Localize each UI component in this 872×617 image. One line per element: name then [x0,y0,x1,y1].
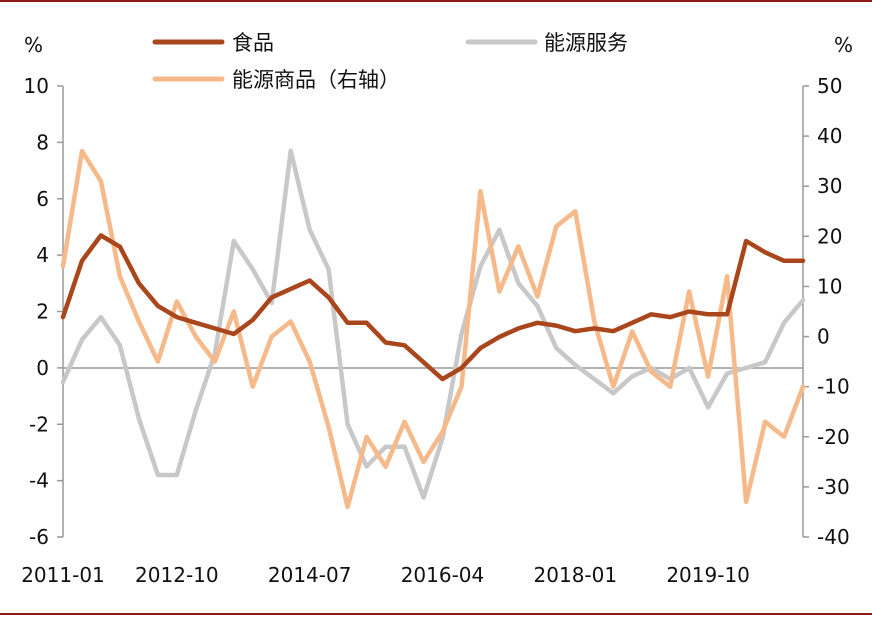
x-tick-label: 2018-01 [534,563,618,587]
legend-label-food: 食品 [232,31,274,55]
left-y-tick-label: -6 [29,525,49,549]
right-y-tick-label: 20 [817,224,842,248]
right-y-tick-label: -30 [817,475,850,499]
right-y-tick-label: -20 [817,425,850,449]
right-y-tick-label: 0 [817,325,830,349]
right-y-tick-label: -10 [817,375,850,399]
left-y-tick-label: -4 [29,469,49,493]
left-y-tick-label: 10 [24,74,49,98]
right-y-tick-label: -40 [817,525,850,549]
right-y-ticks: 50 40 30 20 10 0 -10 -20 -30 -40 [803,74,850,549]
x-tick-label: 2016-04 [401,563,485,587]
left-y-tick-label: 4 [36,243,49,267]
left-y-tick-label: 8 [36,130,49,154]
left-y-tick-label: 0 [36,356,49,380]
energy-services-line [60,148,806,500]
x-tick-label: 2011-01 [21,563,105,587]
right-y-tick-label: 40 [817,124,842,148]
left-axis-unit: % [24,33,43,57]
right-y-tick-label: 30 [817,174,842,198]
left-y-tick-label: 2 [36,300,49,324]
energy-goods-line [60,148,806,510]
food-line [60,233,806,382]
right-y-tick-label: 50 [817,74,842,98]
left-y-ticks: 10 8 6 4 2 0 -2 -4 -6 [24,74,63,549]
left-y-tick-label: -2 [29,412,49,436]
legend: 食品 能源服务 能源商品（右轴） [152,31,628,92]
x-tick-label: 2012-10 [135,563,219,587]
right-axis-unit: % [834,33,853,57]
series-lines [60,148,806,510]
right-y-tick-label: 10 [817,274,842,298]
left-y-tick-label: 6 [36,187,49,211]
legend-label-energy-services: 能源服务 [544,31,628,55]
x-tick-labels: 2011-01 2012-10 2014-07 2016-04 2018-01 2019-… [21,563,750,587]
legend-label-energy-goods: 能源商品（右轴） [232,68,400,92]
x-tick-label: 2019-10 [666,563,750,587]
x-tick-label: 2014-07 [268,563,352,587]
